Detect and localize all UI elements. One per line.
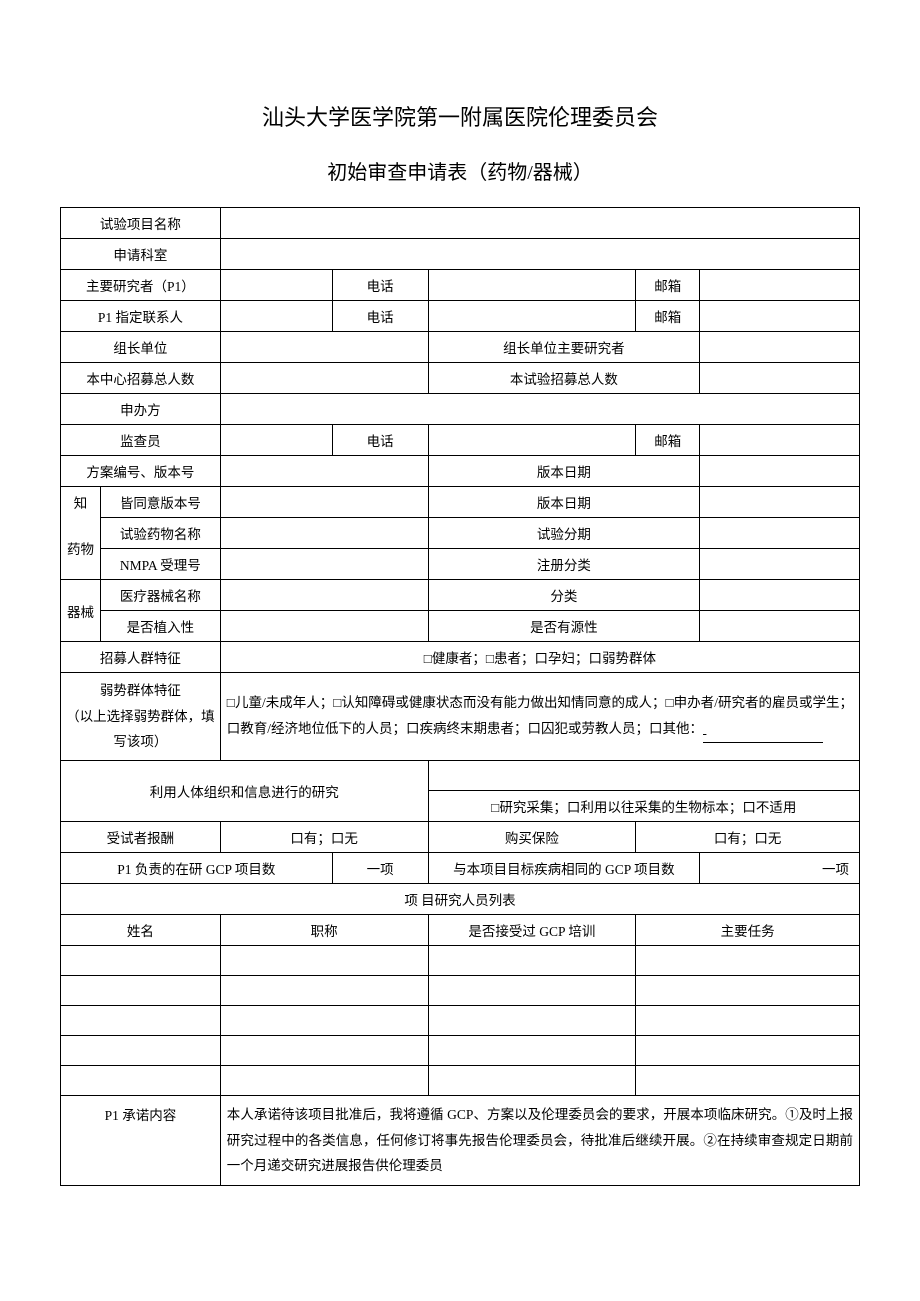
field-insurance[interactable]: 口有；口无 (636, 821, 860, 852)
field-subject-pay[interactable]: 口有；口无 (220, 821, 428, 852)
label-proto-version: 方案编号、版本号 (61, 456, 221, 487)
field-recruit-char-opts[interactable]: □健康者；□患者；口孕妇；口弱势群体 (220, 642, 859, 673)
field-sponsor[interactable] (220, 394, 859, 425)
field-contact-email[interactable] (700, 301, 860, 332)
label-consent-date: 版本日期 (428, 487, 700, 518)
field-pi-email[interactable] (700, 270, 860, 301)
field-active-source[interactable] (700, 611, 860, 642)
page-title-1: 汕头大学医学院第一附属医院伦理委员会 (60, 100, 860, 132)
label-project-name: 试验项目名称 (61, 208, 221, 239)
label-nmpa: NMPA 受理号 (100, 549, 220, 580)
field-leader-unit[interactable] (220, 332, 428, 363)
field-center-recruit[interactable] (220, 363, 428, 394)
field-monitor-email[interactable] (700, 425, 860, 456)
field-project-name[interactable] (220, 208, 859, 239)
field-drug-name[interactable] (220, 518, 428, 549)
label-leader-unit: 组长单位 (61, 332, 221, 363)
label-pi: 主要研究者（P1） (61, 270, 221, 301)
staff-row[interactable] (61, 1035, 860, 1065)
label-center-recruit: 本中心招募总人数 (61, 363, 221, 394)
field-pi-contact[interactable] (220, 301, 332, 332)
field-consent-date[interactable] (700, 487, 860, 518)
label-pi-phone: 电话 (332, 270, 428, 301)
field-monitor-phone[interactable] (428, 425, 636, 456)
label-proto-date: 版本日期 (428, 456, 700, 487)
label-monitor-phone: 电话 (332, 425, 428, 456)
label-department: 申请科室 (61, 239, 221, 270)
col-task: 主要任务 (636, 914, 860, 945)
field-pi-phone[interactable] (428, 270, 636, 301)
field-reg-class[interactable] (700, 549, 860, 580)
field-same-disease-gcp[interactable]: 一项 (700, 852, 860, 883)
label-drug-name: 试验药物名称 (100, 518, 220, 549)
staff-row[interactable] (61, 975, 860, 1005)
field-leader-unit-pi[interactable] (700, 332, 860, 363)
label-drug-prefix: 药物 (61, 518, 101, 580)
field-department[interactable] (220, 239, 859, 270)
label-pi-email: 邮箱 (636, 270, 700, 301)
field-proto-date[interactable] (700, 456, 860, 487)
col-gcp-trained: 是否接受过 GCP 培训 (428, 914, 636, 945)
label-consent-prefix: 知 (61, 487, 101, 518)
label-vuln-char: 弱势群体特征 （以上选择弱势群体，填 写该项） (61, 673, 221, 761)
label-same-disease-gcp: 与本项目目标疾病相同的 GCP 项目数 (428, 852, 700, 883)
label-pi-contact: P1 指定联系人 (61, 301, 221, 332)
application-form-table: 试验项目名称 申请科室 主要研究者（P1） 电话 邮箱 P1 指定联系人 电话 … (60, 207, 860, 1186)
label-contact-phone: 电话 (332, 301, 428, 332)
staff-row[interactable] (61, 945, 860, 975)
field-proto-version[interactable] (220, 456, 428, 487)
label-device-prefix: 器械 (61, 580, 101, 642)
label-recruit-char: 招募人群特征 (61, 642, 221, 673)
field-monitor[interactable] (220, 425, 332, 456)
label-subject-pay: 受试者报酬 (61, 821, 221, 852)
field-pi-gcp-count[interactable]: 一项 (332, 852, 428, 883)
col-title: 职称 (220, 914, 428, 945)
label-pi-gcp-count: P1 负责的在研 GCP 项目数 (61, 852, 333, 883)
field-consent-version[interactable] (220, 487, 428, 518)
label-leader-unit-pi: 组长单位主要研究者 (428, 332, 700, 363)
page-title-2: 初始审查申请表（药物/器械） (60, 156, 860, 185)
label-trial-recruit: 本试验招募总人数 (428, 363, 700, 394)
field-tissue-opts[interactable]: □研究采集；口利用以往采集的生物标本；口不适用 (428, 790, 859, 821)
label-consent-version: 皆同意版本号 (100, 487, 220, 518)
staff-list-header: 项 目研究人员列表 (61, 883, 860, 914)
label-contact-email: 邮箱 (636, 301, 700, 332)
field-commitment: 本人承诺待该项目批准后，我将遵循 GCP、方案以及伦理委员会的要求，开展本项临床… (220, 1095, 859, 1185)
label-implantable: 是否植入性 (100, 611, 220, 642)
label-commitment: P1 承诺内容 (61, 1095, 221, 1185)
field-pi[interactable] (220, 270, 332, 301)
field-implantable[interactable] (220, 611, 428, 642)
field-device-name[interactable] (220, 580, 428, 611)
label-device-class: 分类 (428, 580, 700, 611)
label-reg-class: 注册分类 (428, 549, 700, 580)
field-nmpa[interactable] (220, 549, 428, 580)
label-monitor-email: 邮箱 (636, 425, 700, 456)
staff-row[interactable] (61, 1005, 860, 1035)
label-sponsor: 申办方 (61, 394, 221, 425)
label-active-source: 是否有源性 (428, 611, 700, 642)
field-trial-recruit[interactable] (700, 363, 860, 394)
label-tissue-research: 利用人体组织和信息进行的研究 (61, 760, 429, 821)
field-vuln-opts[interactable]: □儿童/未成年人；□认知障碍或健康状态而没有能力做出知情同意的成人；□申办者/研… (220, 673, 859, 761)
label-device-name: 医疗器械名称 (100, 580, 220, 611)
field-contact-phone[interactable] (428, 301, 636, 332)
label-monitor: 监查员 (61, 425, 221, 456)
field-tissue-blank[interactable] (428, 760, 859, 790)
label-insurance: 购买保险 (428, 821, 636, 852)
field-device-class[interactable] (700, 580, 860, 611)
staff-row[interactable] (61, 1065, 860, 1095)
col-name: 姓名 (61, 914, 221, 945)
field-trial-phase[interactable] (700, 518, 860, 549)
label-trial-phase: 试验分期 (428, 518, 700, 549)
